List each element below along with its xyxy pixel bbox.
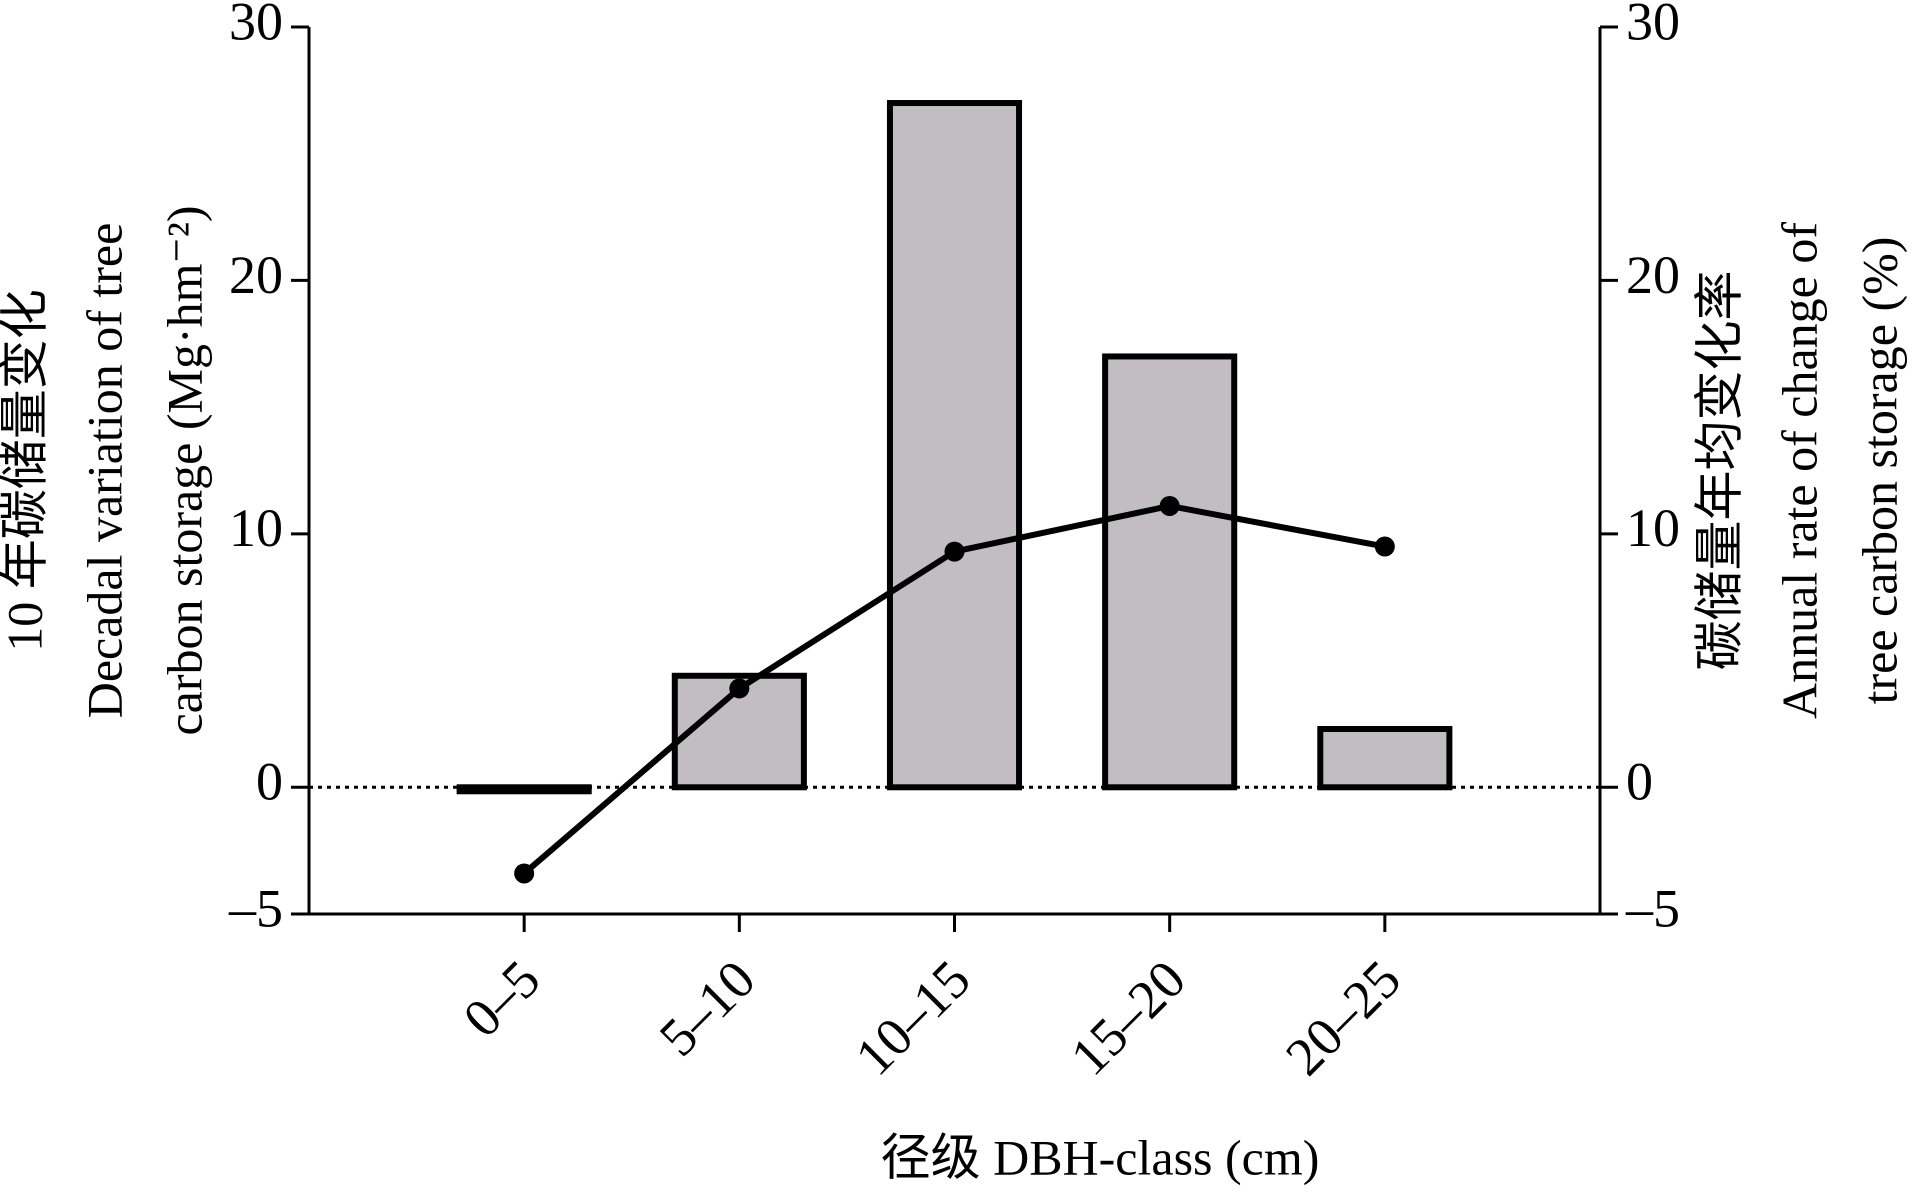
y2-tick-label: 0 [1626,752,1653,812]
y2-tick-label: 20 [1626,245,1680,305]
line-point [1159,495,1180,516]
y-tick-label: 10 [229,498,283,558]
y2-axis-title: 碳储量年均变化率 Annual rate of change of tree car… [1691,222,1907,719]
x-tick-label: 0–5 [452,949,552,1049]
y-tick-label: 0 [256,752,283,812]
y-axis-title: 10 年碳储量变化 Decadal variation of tree carbon… [0,205,212,735]
bar [671,672,807,791]
bar [1317,725,1453,791]
x-tick-label: 5–10 [648,949,767,1068]
y-tick-label: 20 [229,245,283,305]
y2-tick-label: –5 [1625,878,1680,938]
y-tick-label: 30 [229,0,283,51]
x-tick-label: 20–25 [1274,949,1412,1087]
y2-axis-title-line: tree carbon storage (%) [1851,237,1907,705]
x-axis-title: 径级 DBH-class (cm) [881,1129,1320,1185]
line-point [944,541,965,562]
line-point [1374,536,1395,557]
y2-tick-label: 30 [1626,0,1680,51]
x-tick-label: 15–20 [1059,949,1197,1087]
y2-axis-title-line: Annual rate of change of [1771,222,1827,719]
line-point [729,678,750,699]
y-tick-label: –5 [228,878,283,938]
bar [456,784,592,795]
x-tick-label: 10–15 [844,949,982,1087]
y-axis-title-line: carbon storage (Mg·hm⁻²) [156,205,212,735]
y-axis-title-line: Decadal variation of tree [76,223,132,719]
line-point [514,863,535,884]
bar [886,100,1023,791]
bar [1102,353,1238,791]
y2-tick-label: 10 [1626,498,1680,558]
y-axis-title-line: 10 年碳储量变化 [0,289,52,652]
y2-axis-title-line: 碳储量年均变化率 [1691,271,1747,671]
